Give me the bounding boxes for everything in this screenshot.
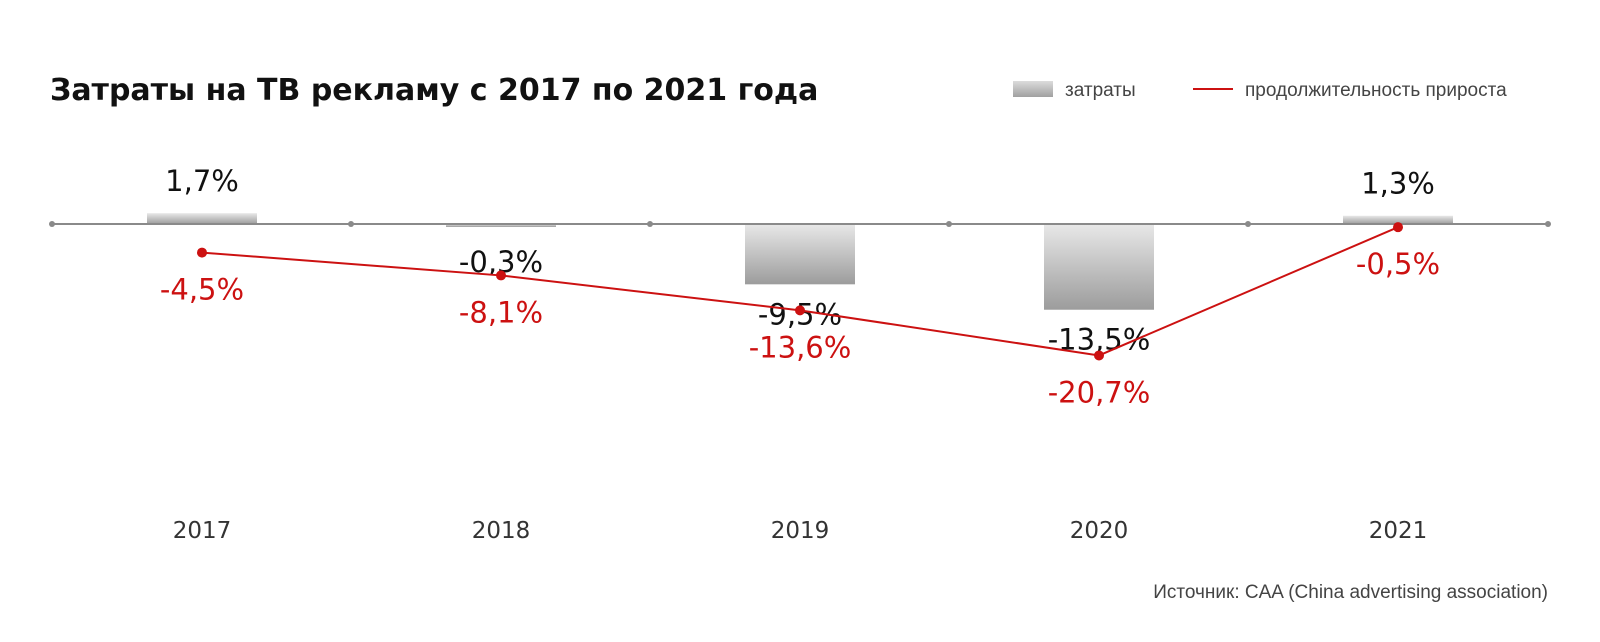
line-labels: -4,5% -8,1% -13,6% -20,7% -0,5% xyxy=(160,247,1440,409)
legend-swatch-bar xyxy=(1013,81,1053,97)
line-point-2019 xyxy=(795,305,805,316)
axis-dot xyxy=(1245,221,1251,227)
x-tick-2018: 2018 xyxy=(472,518,531,544)
axis-dot xyxy=(1545,221,1551,227)
line-series xyxy=(197,222,1403,361)
line-label-2020: -20,7% xyxy=(1048,375,1151,409)
legend: затраты продолжительность прироста xyxy=(1013,80,1507,101)
line-label-2019: -13,6% xyxy=(749,330,852,364)
bar-2018 xyxy=(446,224,556,227)
line-label-2018: -8,1% xyxy=(459,295,543,329)
axis-dot xyxy=(647,221,653,227)
bar-2020 xyxy=(1044,224,1154,310)
line-point-2017 xyxy=(197,247,207,258)
bar-label-2021: 1,3% xyxy=(1361,167,1435,201)
legend-label-line: продолжительность прироста xyxy=(1245,80,1507,101)
source-note: Источник: CAA (China advertising associa… xyxy=(1153,582,1548,603)
zero-axis xyxy=(49,221,1551,227)
bar-series xyxy=(147,213,1453,310)
chart-title: Затраты на ТВ рекламу с 2017 по 2021 год… xyxy=(50,73,818,108)
line-point-2021 xyxy=(1393,222,1403,233)
bar-label-2017: 1,7% xyxy=(165,164,239,198)
axis-dot xyxy=(49,221,55,227)
x-tick-2020: 2020 xyxy=(1070,518,1129,544)
x-tick-2017: 2017 xyxy=(173,518,232,544)
bar-2019 xyxy=(745,224,855,285)
legend-label-bar: затраты xyxy=(1065,80,1136,101)
axis-dot xyxy=(946,221,952,227)
axis-dot xyxy=(348,221,354,227)
axis-dots xyxy=(49,221,1551,227)
line-label-2021: -0,5% xyxy=(1356,247,1440,281)
x-axis-ticks: 2017 2018 2019 2020 2021 xyxy=(173,518,1428,544)
x-tick-2019: 2019 xyxy=(771,518,830,544)
line-label-2017: -4,5% xyxy=(160,273,244,307)
line-point-2018 xyxy=(496,270,506,281)
bar-2017 xyxy=(147,213,257,224)
line-point-2020 xyxy=(1094,350,1104,361)
bar-2021 xyxy=(1343,215,1453,224)
x-tick-2021: 2021 xyxy=(1369,518,1428,544)
